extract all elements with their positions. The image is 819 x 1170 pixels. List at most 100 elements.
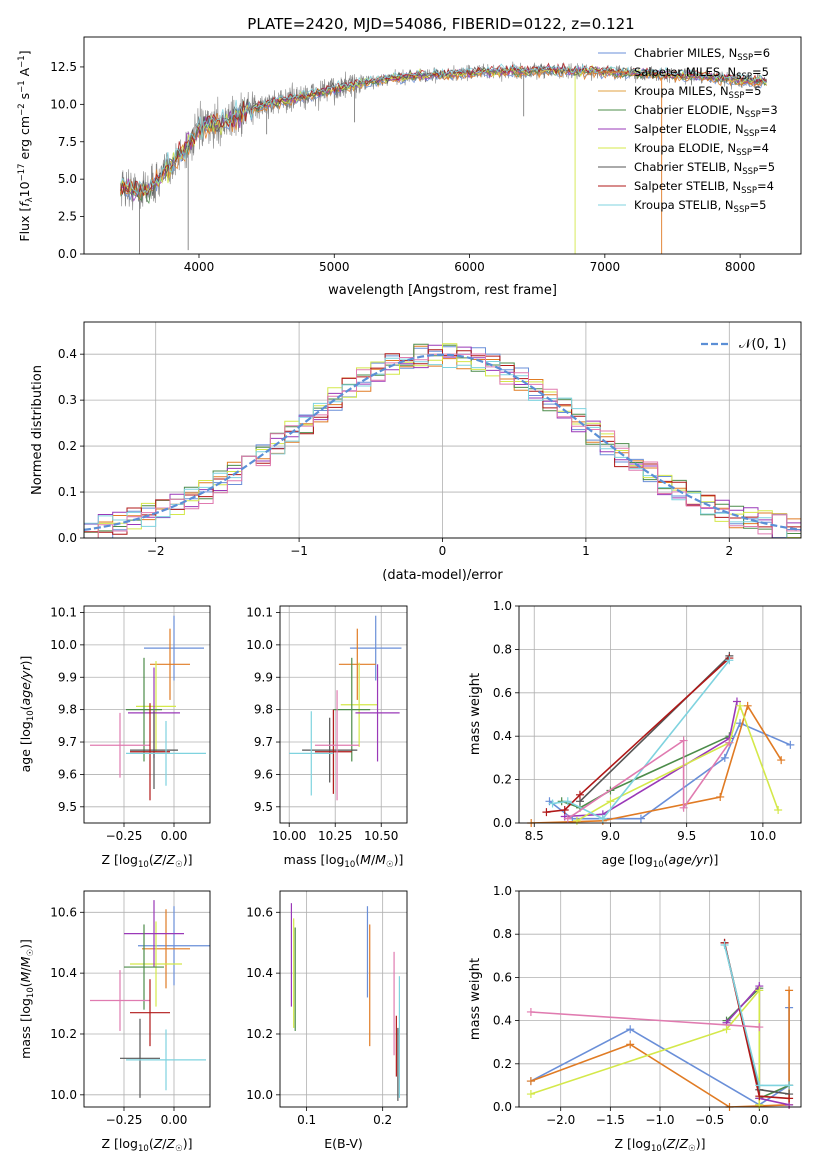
weight-point-marker xyxy=(755,1092,764,1101)
weight-series-line xyxy=(723,942,790,1095)
y-tick-label: 9.6 xyxy=(254,767,273,781)
y-axis-label: Flux [fλ10−17 erg cm−2 s−1 A−1] xyxy=(17,50,35,241)
label-part: λ xyxy=(25,197,35,202)
y-tick-label: 10.0 xyxy=(50,1088,77,1102)
label-part: =4 xyxy=(752,141,769,155)
y-tick-label: 0.8 xyxy=(493,927,512,941)
weight-point-marker xyxy=(725,738,734,747)
y-axis-label: mass [log10(M/M☉)] xyxy=(18,939,36,1059)
x-axis-label: Z [log10(Z/Z☉)] xyxy=(102,1136,193,1154)
label-part: Z xyxy=(679,1136,689,1151)
legend-label: Kroupa STELIB, NSSP=5 xyxy=(634,198,766,215)
label-part: f xyxy=(17,201,32,207)
label-part: / xyxy=(162,852,167,867)
residuals-axes: −2 −1 0 1 2 0.0 0.1 0.2 0.3 0.4 xyxy=(58,322,801,558)
x-axis-label: Z [log10(Z/Z☉)] xyxy=(615,1136,706,1154)
label-part: M xyxy=(18,956,33,967)
label-part: =5 xyxy=(752,65,769,79)
weight-point-marker xyxy=(526,1007,535,1016)
y-tick-label: 10.1 xyxy=(50,605,77,619)
label-part: Z xyxy=(166,852,176,867)
weight-point-marker xyxy=(679,736,688,745)
label-part: Chabrier ELODIE, N xyxy=(634,103,745,117)
y-tick-label: 9.7 xyxy=(58,735,77,749)
weight-vs-Z-frame xyxy=(518,890,802,1108)
legend-label: Salpeter MILES, NSSP=5 xyxy=(634,65,769,82)
x-tick-label: 6000 xyxy=(454,260,485,274)
label-part: Chabrier MILES, N xyxy=(634,46,737,60)
label-part: =5 xyxy=(749,198,766,212)
weight-point-marker xyxy=(679,803,688,812)
label-part: ( xyxy=(18,705,33,710)
mass-vs-EBV-frame xyxy=(279,890,408,1108)
y-axis-label: mass weight xyxy=(468,673,483,755)
x-tick-label: 8000 xyxy=(725,260,756,274)
label-part: ☉ xyxy=(175,860,183,870)
label-part: SSP xyxy=(745,110,761,120)
label-part: s xyxy=(17,93,32,104)
weight-point-marker xyxy=(785,986,794,995)
y-tick-label: 10.6 xyxy=(50,905,77,919)
label-part: SSP xyxy=(741,186,757,196)
label-part: Z [log xyxy=(102,1136,138,1151)
y-tick-label: 10.6 xyxy=(246,905,273,919)
x-axis-label: Z [log10(Z/Z☉)] xyxy=(102,852,193,870)
weight-point-marker xyxy=(626,1025,635,1034)
x-axis-label: mass [log10(M/M☉)] xyxy=(284,852,404,870)
y-tick-label: 1.0 xyxy=(493,884,512,898)
label-part: Chabrier STELIB, N xyxy=(634,160,742,174)
y-tick-label: 10.0 xyxy=(246,1088,273,1102)
label-part: ( xyxy=(18,982,33,987)
weight-point-marker xyxy=(598,814,607,823)
label-part: Kroupa ELODIE, N xyxy=(634,141,736,155)
label-part: M xyxy=(18,971,33,982)
x-tick-label: 8.5 xyxy=(525,829,544,843)
y-axis-label: age [log10(age/yr)] xyxy=(18,656,36,773)
y-tick-label: 10.2 xyxy=(50,1027,77,1041)
y-tick-label: 9.8 xyxy=(254,703,273,717)
x-tick-label: 10.0 xyxy=(750,829,777,843)
label-part: ( xyxy=(149,1136,154,1151)
weight-point-marker xyxy=(785,1094,794,1103)
weight-point-marker xyxy=(720,941,729,949)
label-part: =4 xyxy=(760,122,777,136)
x-axis-label: E(B-V) xyxy=(324,1136,363,1151)
x-tick-label: 0 xyxy=(439,544,447,558)
label-part: ( xyxy=(662,1136,667,1151)
label-part: / xyxy=(162,1136,167,1151)
label-part: SSP xyxy=(736,148,752,158)
label-part: =4 xyxy=(757,179,774,193)
label-part: Z [log xyxy=(102,852,138,867)
label-part: 10 xyxy=(26,710,36,721)
x-tick-label: −1 xyxy=(290,544,308,558)
label-part: 10 xyxy=(651,1144,662,1154)
legend-label: Salpeter ELODIE, NSSP=4 xyxy=(634,122,777,139)
label-part: ( xyxy=(355,852,360,867)
label-part: =5 xyxy=(744,84,761,98)
label-part: Z [log xyxy=(615,1136,651,1151)
label-part: Kroupa MILES, N xyxy=(634,84,729,98)
x-tick-label: 5000 xyxy=(319,260,350,274)
label-part: −17 xyxy=(17,163,27,181)
y-tick-label: 0.2 xyxy=(58,439,77,453)
y-tick-label: 0.0 xyxy=(58,247,77,261)
weight-series-line xyxy=(564,701,738,818)
weight-point-marker xyxy=(626,1040,635,1049)
age-vs-Z-frame xyxy=(83,605,211,824)
weight-series-line xyxy=(530,988,761,1105)
label-part: age/yr xyxy=(669,852,710,867)
legend-label: Chabrier STELIB, NSSP=5 xyxy=(634,160,775,177)
x-tick-label: 1 xyxy=(582,544,590,558)
x-tick-label: 9.5 xyxy=(677,829,696,843)
y-tick-label: 0.3 xyxy=(58,393,77,407)
weight-point-marker xyxy=(755,1100,764,1109)
y-tick-label: 10.0 xyxy=(246,638,273,652)
y-tick-label: 2.5 xyxy=(58,210,77,224)
weight-point-marker xyxy=(732,697,741,706)
y-tick-label: 12.5 xyxy=(50,60,77,74)
weight-point-marker xyxy=(743,701,752,710)
y-tick-label: 10.4 xyxy=(50,966,77,980)
label-part: 10 xyxy=(17,181,32,197)
